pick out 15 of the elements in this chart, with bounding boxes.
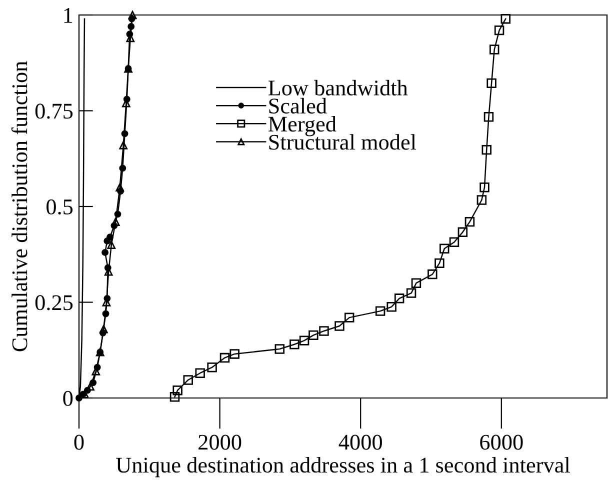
x-tick-label: 2000 (198, 434, 242, 450)
legend-label: Structural model (269, 134, 416, 150)
legend-label: Merged (268, 116, 336, 136)
y-tick-label: 0 (63, 390, 73, 406)
x-tick-label: 6000 (480, 434, 523, 450)
legend-label: Low bandwidth (268, 80, 408, 96)
x-tick-label: 4000 (338, 434, 382, 450)
x-tick-label: 0 (74, 434, 84, 450)
y-tick-label: 1 (64, 8, 72, 23)
legend-label: Scaled (269, 98, 327, 114)
y-tick-label: 0.25 (35, 295, 73, 310)
y-tick-label: 0.5 (46, 199, 73, 215)
y-axis-title: Cumulative distribution function (11, 61, 28, 352)
y-tick-label: 0.75 (35, 104, 73, 119)
x-axis-title: Unique destination addresses in a 1 second interval (116, 457, 570, 478)
